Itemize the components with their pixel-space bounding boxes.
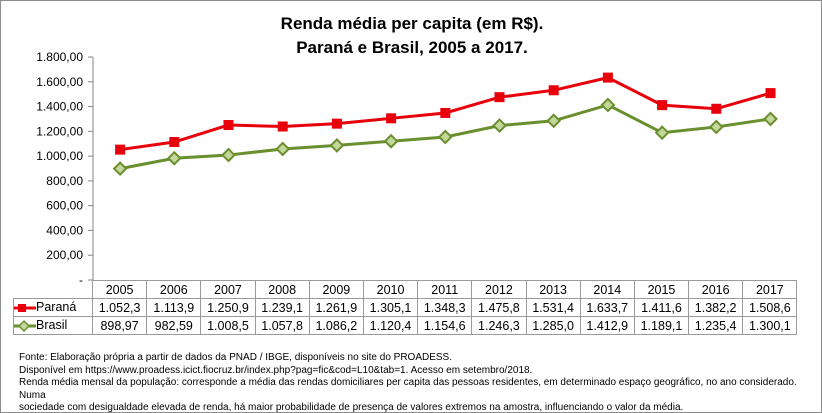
table-cell: 1.154,6 xyxy=(417,316,473,335)
y-tick-label: 600,00 xyxy=(46,199,83,213)
data-point-square xyxy=(494,92,505,103)
table-cell: 1.086,2 xyxy=(308,316,364,335)
y-tick-label: 1.200,00 xyxy=(36,124,83,138)
data-point-diamond xyxy=(437,129,453,145)
plot-area: - 200,00 400,00 600,00 800,00 1.000,00 1.200,0… xyxy=(36,50,778,287)
legend-cell: Brasil xyxy=(13,316,93,335)
table-cell: 2006 xyxy=(146,280,202,299)
data-point-square xyxy=(386,113,397,124)
data-point-diamond xyxy=(166,150,182,166)
data-point-square xyxy=(115,144,126,155)
note-line: Fonte: Elaboração própria a partir de da… xyxy=(19,352,453,363)
table-cell: 2008 xyxy=(254,280,310,299)
table-cell: 1.261,9 xyxy=(308,298,364,317)
data-table: 2005 2006 2007 2008 2009 2010 2011 2012 2013 2014… xyxy=(13,280,798,335)
table-cell: 982,59 xyxy=(146,316,202,335)
table-cell: 1.348,3 xyxy=(417,298,473,317)
table-cell: 1.411,6 xyxy=(633,298,690,317)
table-cell: 2014 xyxy=(579,280,635,299)
table-cell: 1.057,8 xyxy=(254,316,310,335)
data-point-square xyxy=(331,118,342,129)
data-point-diamond xyxy=(221,147,236,163)
table-cell: 2015 xyxy=(633,280,690,299)
y-tick-label: - xyxy=(79,273,83,287)
data-point-square xyxy=(277,121,288,132)
table-cell: 2012 xyxy=(471,280,527,299)
y-tick-label: 1.000,00 xyxy=(36,149,83,163)
legend-square-icon xyxy=(14,303,36,312)
table-cell: 1.285,0 xyxy=(525,316,581,335)
data-point-square xyxy=(602,72,613,83)
chart-title-line-2: Paraná e Brasil, 2005 a 2017. xyxy=(296,38,528,57)
y-tick-label: 200,00 xyxy=(46,248,83,262)
legend-label: Brasil xyxy=(36,318,68,333)
table-cell: 2011 xyxy=(417,280,473,299)
note-line: Renda média mensal da população: corresp… xyxy=(19,377,797,401)
data-point-diamond xyxy=(329,138,345,153)
table-cell: 2016 xyxy=(688,280,744,299)
data-point-diamond xyxy=(546,113,562,129)
table-cell: 2010 xyxy=(362,280,419,299)
table-cell: 1.531,4 xyxy=(525,298,581,317)
table-cell: 1.113,9 xyxy=(146,298,202,317)
legend-label: Paraná xyxy=(36,300,77,315)
table-cell: 1.412,9 xyxy=(579,316,635,335)
table-cell: 2013 xyxy=(525,280,581,299)
table-cell: 2005 xyxy=(91,280,148,299)
table-cell: 1.008,5 xyxy=(200,316,256,335)
table-cell: 1.633,7 xyxy=(579,298,635,317)
table-cell: 1.235,4 xyxy=(688,316,744,335)
table-cell: 1.120,4 xyxy=(362,316,419,335)
y-tick-label: 400,00 xyxy=(46,223,83,237)
data-point-square xyxy=(548,85,559,96)
data-point-diamond xyxy=(112,161,128,177)
data-point-diamond xyxy=(763,111,778,127)
table-cell: 1.052,3 xyxy=(91,298,148,317)
data-point-square xyxy=(169,137,180,148)
legend-entry: Brasil xyxy=(14,318,67,332)
legend-entry: Paraná xyxy=(14,300,76,314)
legend-diamond-icon xyxy=(14,319,36,332)
data-point-square xyxy=(223,120,234,131)
data-point-square xyxy=(765,88,776,99)
series-row: Paraná 1.052,3 1.113,9 1.250,9 1.239,1 1.261,… xyxy=(13,298,798,317)
table-cell: 1.239,1 xyxy=(254,298,310,317)
y-tick-label: 1.400,00 xyxy=(36,100,83,114)
table-cell: 2009 xyxy=(308,280,364,299)
y-tick-label: 1.600,00 xyxy=(36,75,83,89)
legend-cell xyxy=(14,281,93,299)
chart-title-line-1: Renda média per capita (em R$). xyxy=(280,14,544,33)
table-cell: 1.305,1 xyxy=(362,298,419,317)
table-cell: 1.250,9 xyxy=(200,298,256,317)
data-point-diamond xyxy=(708,119,724,135)
table-cell: 1.300,1 xyxy=(742,316,798,335)
data-point-square xyxy=(711,103,722,114)
table-cell: 898,97 xyxy=(91,316,148,335)
data-point-diamond xyxy=(383,133,399,149)
table-cell: 1.189,1 xyxy=(633,316,690,335)
table-cell: 1.475,8 xyxy=(471,298,527,317)
series-row: Brasil 898,97 982,59 1.008,5 1.057,8 1.086,2 1… xyxy=(13,316,798,335)
note-line: sociedade com desigualdade elevada de re… xyxy=(19,402,684,413)
table-cell: 1.382,2 xyxy=(688,298,744,317)
table-cell: 2007 xyxy=(200,280,256,299)
table-cell: 1.508,6 xyxy=(742,298,798,317)
data-point-square xyxy=(440,107,451,118)
y-tick-label: 1.800,00 xyxy=(36,50,83,64)
note-line: Disponível em https://www.proadess.icict… xyxy=(19,364,533,376)
data-point-diamond xyxy=(492,118,507,134)
data-point-diamond xyxy=(275,141,291,157)
source-notes: Fonte: Elaboração própria a partir de da… xyxy=(19,352,821,413)
legend-cell: Paraná xyxy=(13,298,93,317)
y-tick-label: 800,00 xyxy=(46,174,83,188)
table-cell: 2017 xyxy=(742,280,798,299)
data-point-diamond xyxy=(600,97,616,113)
data-point-square xyxy=(657,100,668,111)
table-cell: 1.246,3 xyxy=(471,316,527,335)
year-row: 2005 2006 2007 2008 2009 2010 2011 2012 2013 2014… xyxy=(14,280,798,299)
data-point-diamond xyxy=(654,125,670,141)
